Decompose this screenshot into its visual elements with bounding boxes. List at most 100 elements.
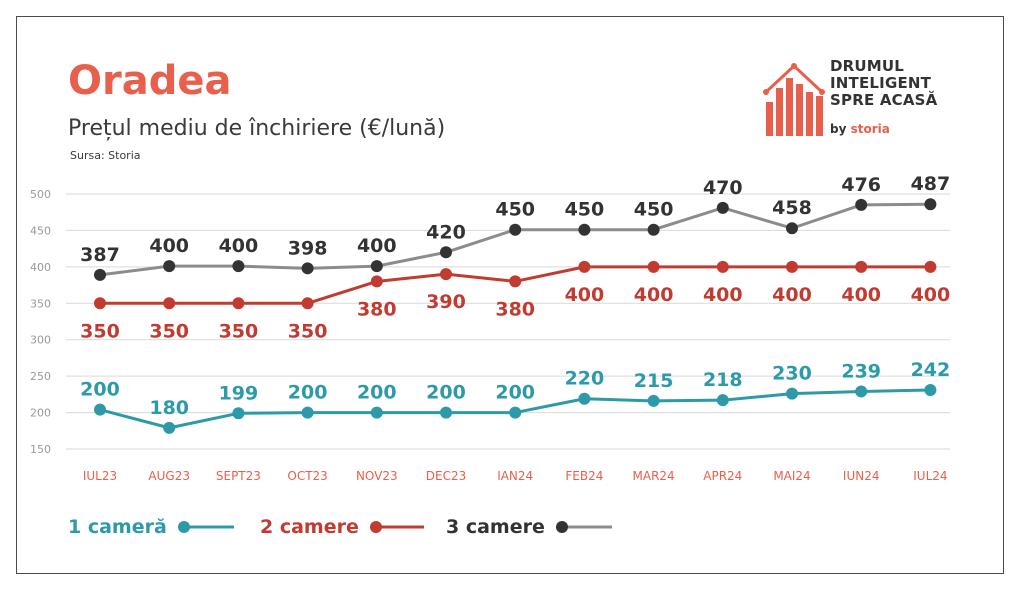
data-label: 199 <box>219 382 259 404</box>
chart-frame <box>16 16 1004 574</box>
data-label: 200 <box>357 382 397 404</box>
data-point <box>370 260 383 273</box>
data-label: 400 <box>565 284 605 306</box>
data-label: 400 <box>911 284 951 306</box>
data-point <box>578 260 591 273</box>
legend: 1 cameră 2 camere 3 camere <box>64 512 664 542</box>
data-point <box>786 222 798 235</box>
data-label: 400 <box>357 235 397 257</box>
data-label: 487 <box>911 173 951 195</box>
legend-marker <box>556 521 568 533</box>
y-tick-label: 450 <box>30 224 51 237</box>
data-point <box>232 297 245 310</box>
data-label: 350 <box>149 320 189 342</box>
data-point <box>578 223 591 236</box>
y-tick-label: 500 <box>30 188 51 201</box>
data-point <box>647 260 660 273</box>
data-point <box>716 260 729 273</box>
data-point <box>855 385 868 398</box>
data-point <box>163 260 176 273</box>
data-point <box>370 406 383 419</box>
chart-title: Oradea <box>68 58 232 104</box>
data-point <box>232 407 245 420</box>
x-tick-label: FEB24 <box>565 469 603 483</box>
brand-byline: by storia <box>830 122 890 136</box>
data-point <box>509 406 522 419</box>
data-label: 458 <box>772 197 812 219</box>
data-label: 242 <box>911 359 951 381</box>
data-point <box>786 260 798 273</box>
data-label: 400 <box>149 235 189 257</box>
data-point <box>509 275 522 288</box>
data-point <box>855 198 868 211</box>
data-point <box>301 297 314 310</box>
legend-marker <box>178 521 190 533</box>
data-label: 390 <box>426 291 466 313</box>
data-label: 200 <box>426 382 466 404</box>
data-label: 400 <box>772 284 812 306</box>
data-point <box>301 406 314 419</box>
data-point <box>924 198 937 211</box>
brand-logo: DRUMUL INTELIGENT SPRE ACASĂ by storia <box>762 58 982 138</box>
brand-wordmark: DRUMUL INTELIGENT SPRE ACASĂ <box>830 57 938 109</box>
data-point <box>301 262 314 275</box>
legend-label: 2 camere <box>260 516 359 538</box>
data-point <box>232 260 245 273</box>
y-tick-label: 400 <box>30 261 51 274</box>
data-label: 470 <box>703 177 743 199</box>
data-point <box>786 387 798 400</box>
legend-label: 3 camere <box>446 516 545 538</box>
data-point <box>647 223 660 236</box>
data-point <box>855 260 868 273</box>
y-tick-label: 300 <box>30 334 51 347</box>
data-label: 220 <box>565 368 605 390</box>
data-label: 218 <box>703 369 743 391</box>
data-label: 400 <box>634 284 674 306</box>
source-note: Sursa: Storia <box>70 149 141 162</box>
data-label: 398 <box>288 237 328 259</box>
x-tick-label: IUL23 <box>83 469 117 483</box>
data-label: 230 <box>772 363 812 385</box>
data-label: 350 <box>80 320 120 342</box>
legend-marker <box>370 521 382 533</box>
data-point <box>578 392 591 405</box>
data-label: 450 <box>495 199 535 221</box>
data-point <box>440 268 452 281</box>
data-label: 350 <box>219 320 259 342</box>
data-point <box>509 223 522 236</box>
data-point <box>163 421 176 434</box>
data-point <box>163 297 176 310</box>
data-point <box>924 260 937 273</box>
house-chart-icon <box>763 63 825 136</box>
data-label: 380 <box>357 298 397 320</box>
x-tick-label: NOV23 <box>356 469 398 483</box>
legend-label: 1 cameră <box>68 516 167 538</box>
data-point <box>924 383 937 396</box>
data-point <box>440 406 452 419</box>
data-label: 239 <box>841 360 881 382</box>
data-point <box>370 275 383 288</box>
data-label: 400 <box>841 284 881 306</box>
data-label: 215 <box>634 370 674 392</box>
data-label: 450 <box>565 199 605 221</box>
x-tick-label: APR24 <box>703 469 742 483</box>
data-point <box>647 394 660 407</box>
data-label: 350 <box>288 320 328 342</box>
chart-subtitle: Prețul mediu de închiriere (€/lună) <box>68 116 446 141</box>
x-tick-label: IUN24 <box>843 469 880 483</box>
data-label: 380 <box>495 298 535 320</box>
y-tick-label: 250 <box>30 370 51 383</box>
data-point <box>94 268 106 281</box>
data-point <box>94 297 106 310</box>
x-tick-label: MAR24 <box>633 469 675 483</box>
data-label: 400 <box>703 284 743 306</box>
y-tick-label: 200 <box>30 407 51 420</box>
x-tick-label: AUG23 <box>148 469 190 483</box>
x-tick-label: SEPT23 <box>216 469 261 483</box>
data-label: 476 <box>841 174 881 196</box>
y-tick-label: 350 <box>30 297 51 310</box>
data-point <box>716 394 729 407</box>
data-point <box>716 201 729 214</box>
x-tick-label: MAI24 <box>773 469 810 483</box>
